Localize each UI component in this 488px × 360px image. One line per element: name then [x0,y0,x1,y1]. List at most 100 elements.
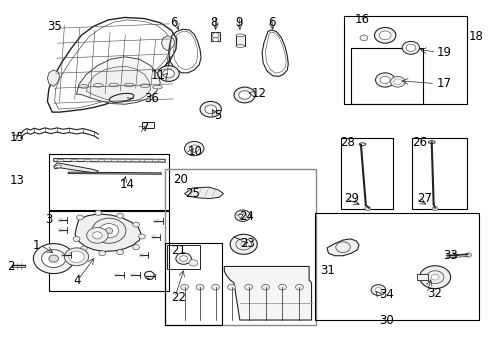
Circle shape [238,213,246,219]
Circle shape [92,232,102,239]
Bar [416,274,427,280]
Circle shape [158,66,179,81]
Text: 26: 26 [411,136,427,149]
Ellipse shape [79,85,88,88]
Circle shape [163,69,174,78]
Circle shape [117,213,123,218]
Text: 32: 32 [426,287,441,300]
Text: 20: 20 [173,173,188,186]
Polygon shape [224,266,311,320]
Bar [57,159,63,161]
Circle shape [426,271,443,284]
Circle shape [212,37,218,42]
Text: 30: 30 [379,314,393,327]
Circle shape [73,237,80,242]
Ellipse shape [235,34,244,37]
Bar [235,35,244,46]
Circle shape [278,284,286,290]
Bar [142,122,154,128]
Circle shape [261,284,269,290]
Polygon shape [76,57,160,104]
Circle shape [64,248,88,266]
Circle shape [238,91,250,99]
Circle shape [405,44,415,51]
Text: 6: 6 [267,16,275,29]
Circle shape [244,284,252,290]
Circle shape [184,141,203,156]
Circle shape [181,284,188,290]
Circle shape [295,284,303,290]
Circle shape [393,79,401,85]
Circle shape [92,218,126,243]
Circle shape [227,284,235,290]
Circle shape [69,251,84,262]
Circle shape [204,105,216,113]
Circle shape [465,253,470,257]
Circle shape [374,288,381,293]
Circle shape [80,246,87,251]
Text: 22: 22 [171,291,185,304]
Bar [340,138,392,209]
Text: 27: 27 [416,192,431,205]
Circle shape [211,284,219,290]
Bar [84,159,90,161]
Polygon shape [47,70,60,86]
Ellipse shape [358,143,365,146]
Ellipse shape [152,85,162,89]
Circle shape [379,31,390,40]
Text: 9: 9 [235,16,242,29]
Circle shape [240,242,246,247]
Ellipse shape [109,83,119,87]
Text: 31: 31 [320,264,334,276]
Circle shape [132,245,139,249]
Bar [125,159,130,161]
Bar [343,16,466,104]
Text: 7: 7 [142,121,149,134]
Polygon shape [184,187,223,199]
Text: 36: 36 [144,92,159,105]
Text: 8: 8 [209,16,217,29]
Circle shape [196,284,203,290]
Bar [165,243,222,325]
Circle shape [235,210,250,221]
Ellipse shape [93,84,103,87]
Text: 18: 18 [468,30,483,43]
Text: 3: 3 [45,213,52,226]
Text: 4: 4 [73,274,81,287]
Bar [138,159,144,161]
Bar [71,159,76,161]
Text: 19: 19 [436,46,450,59]
Ellipse shape [109,93,134,102]
Text: 29: 29 [344,192,359,205]
Bar [315,213,478,320]
Circle shape [33,244,74,274]
Circle shape [99,224,119,238]
Text: 35: 35 [47,20,62,33]
Circle shape [364,206,370,211]
Circle shape [188,260,197,266]
Text: 11: 11 [150,69,165,82]
Text: 13: 13 [10,174,25,186]
Polygon shape [54,158,165,162]
Circle shape [401,41,419,54]
Polygon shape [75,214,141,251]
Circle shape [370,285,385,296]
Circle shape [189,145,199,152]
Circle shape [230,234,257,254]
Bar [49,211,168,291]
Text: 12: 12 [251,87,266,100]
Circle shape [41,249,66,267]
Circle shape [99,251,105,256]
Circle shape [235,239,251,250]
Polygon shape [86,66,150,102]
Text: 23: 23 [239,237,254,250]
Circle shape [95,210,102,215]
Bar [111,159,117,161]
Circle shape [212,33,219,38]
Text: 2: 2 [7,260,15,273]
Circle shape [419,266,450,289]
Circle shape [375,73,394,87]
Text: 16: 16 [354,13,369,26]
Bar [152,159,158,161]
Text: 14: 14 [120,178,135,191]
